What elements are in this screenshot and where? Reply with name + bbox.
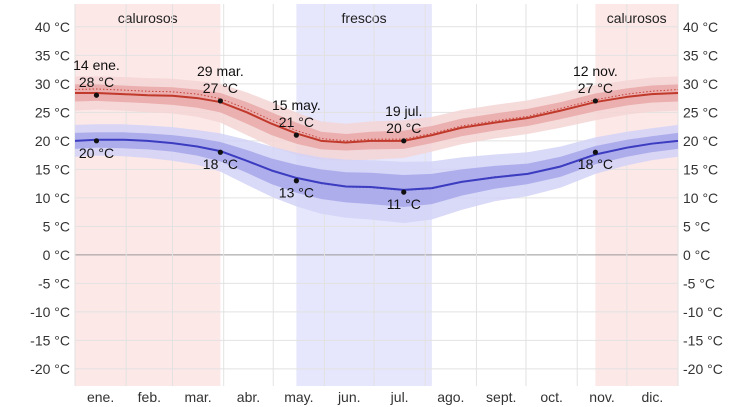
- annotation-value: 27 °C: [203, 80, 238, 96]
- annotation-points: [93, 92, 598, 195]
- x-tick-label: may.: [284, 389, 313, 405]
- y-tick-label-left: 10 °C: [35, 190, 70, 206]
- low-annotation-point: [592, 149, 598, 155]
- low-annotation-point: [93, 138, 100, 144]
- y-tick-label-right: -20 °C: [683, 361, 723, 377]
- x-tick-label: mar.: [184, 389, 211, 405]
- annotation-date: 29 mar.: [197, 63, 244, 79]
- low-temperature-line: [74, 138, 679, 191]
- y-tick-label-right: 0 °C: [683, 247, 710, 263]
- y-tick-label-right: 5 °C: [683, 218, 710, 234]
- x-tick-label: sept.: [486, 389, 516, 405]
- annotation-date: 19 jul.: [385, 103, 422, 119]
- annotation-date: 12 nov.: [573, 63, 618, 79]
- y-tick-label-right: -15 °C: [683, 332, 723, 348]
- series-lines: [74, 88, 679, 191]
- y-tick-label-right: -10 °C: [683, 304, 723, 320]
- y-tick-label-left: -15 °C: [30, 332, 70, 348]
- high-annotation-point: [93, 92, 100, 98]
- y-tick-label-right: 15 °C: [683, 161, 718, 177]
- y-tick-label-left: 15 °C: [35, 161, 70, 177]
- annotation-value: 11 °C: [387, 196, 421, 212]
- annotation-value: 20 °C: [79, 145, 114, 161]
- x-tick-label: dic.: [641, 389, 663, 405]
- annotation-value: 20 °C: [386, 120, 421, 136]
- y-tick-label-right: 25 °C: [683, 104, 718, 120]
- annotation-value: 27 °C: [578, 80, 613, 96]
- season-band-calurosos: [595, 4, 678, 386]
- season-label-frescos: frescos: [342, 10, 387, 26]
- annotation-date: 14 ene.: [73, 57, 120, 73]
- grid-lines: [74, 4, 679, 386]
- y-tick-label-right: 40 °C: [683, 19, 718, 35]
- y-tick-label-left: 35 °C: [35, 47, 70, 63]
- annotation-value: 18 °C: [578, 156, 613, 172]
- y-tick-label-left: 30 °C: [35, 76, 70, 92]
- high-annotation-point: [401, 138, 407, 144]
- x-tick-label: oct.: [540, 389, 563, 405]
- season-band-calurosos: [75, 4, 221, 386]
- y-tick-label-right: 20 °C: [683, 133, 718, 149]
- annotation-value: 18 °C: [203, 156, 238, 172]
- low-annotation-point: [217, 149, 223, 155]
- x-tick-label: nov.: [589, 389, 614, 405]
- y-tick-label-left: 20 °C: [35, 133, 70, 149]
- annotation-value: 13 °C: [279, 185, 314, 201]
- tick-labels: 40 °C 40 °C 35 °C 35 °C 30 °C 30 °C 25 °C 25 °C…: [30, 19, 723, 405]
- low-band-p25-p75: [75, 132, 678, 207]
- annotation-date: 15 may.: [272, 97, 321, 113]
- season-label-calurosos: calurosos: [118, 10, 178, 26]
- y-tick-label-left: 5 °C: [43, 218, 70, 234]
- y-tick-label-right: 30 °C: [683, 76, 718, 92]
- y-tick-label-left: -20 °C: [30, 361, 70, 377]
- low-annotation-point: [293, 178, 299, 184]
- x-tick-label: abr.: [237, 389, 260, 405]
- annotation-value: 21 °C: [279, 114, 314, 130]
- high-annotation-point: [217, 98, 223, 104]
- low-dotted-line: [74, 139, 679, 191]
- y-tick-label-left: -5 °C: [38, 275, 70, 291]
- y-tick-label-left: 0 °C: [43, 247, 70, 263]
- y-tick-label-right: -5 °C: [683, 275, 715, 291]
- high-annotation-point: [293, 132, 299, 138]
- season-label-calurosos: calurosos: [607, 10, 667, 26]
- x-tick-label: jul.: [390, 389, 409, 405]
- y-tick-label-left: -10 °C: [30, 304, 70, 320]
- high-annotation-point: [592, 98, 598, 104]
- x-tick-label: ene.: [87, 389, 114, 405]
- x-tick-label: feb.: [138, 389, 161, 405]
- y-tick-label-right: 35 °C: [683, 47, 718, 63]
- y-tick-label-left: 25 °C: [35, 104, 70, 120]
- high-temperature-line: [75, 91, 679, 144]
- y-tick-label-left: 40 °C: [35, 19, 70, 35]
- x-tick-label: ago.: [437, 389, 464, 405]
- x-tick-label: jun.: [337, 389, 361, 405]
- low-annotation-point: [401, 189, 407, 195]
- annotation-value: 28 °C: [79, 74, 114, 90]
- y-tick-label-right: 10 °C: [683, 190, 718, 206]
